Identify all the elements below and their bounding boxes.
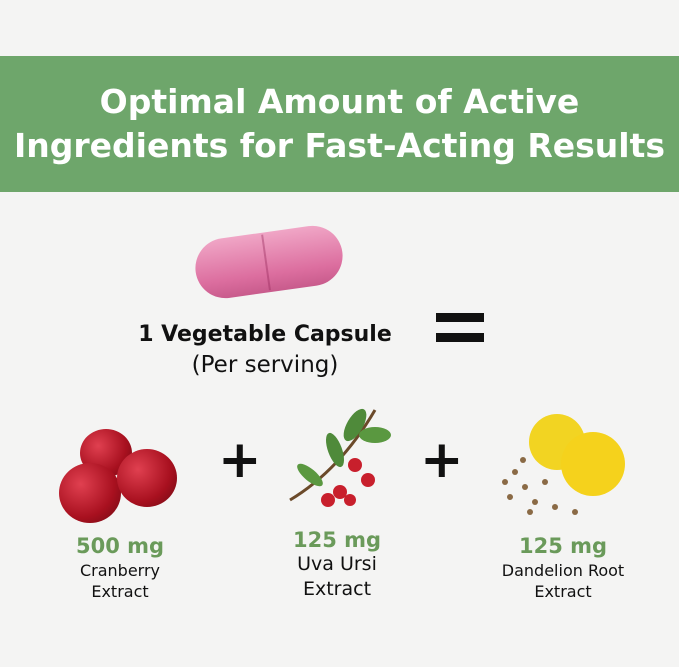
name: Cranberry: [79, 561, 161, 580]
ingredient-cranberry: 500 mg Cranberry Extract: [40, 534, 200, 602]
capsule-label: 1 Vegetable Capsule: [138, 322, 392, 347]
capsule-sublabel: (Per serving): [191, 352, 339, 378]
ingredient-dandelion: 125 mg Dandelion Root Extract: [473, 534, 653, 602]
cranberry-icon: [55, 425, 180, 525]
dandelion-icon: [502, 414, 625, 515]
name: Extract: [91, 582, 149, 601]
plus-icon: +: [218, 430, 262, 490]
amount: 500 mg: [75, 534, 165, 558]
name: Extract: [302, 578, 372, 600]
headline-line-1: Optimal Amount of Active: [99, 82, 580, 121]
amount: 125 mg: [518, 534, 608, 558]
name: Extract: [534, 582, 592, 601]
capsule-image: [191, 221, 347, 303]
ingredient-uva-ursi: 125 mg Uva Ursi Extract: [257, 528, 417, 602]
uva-ursi-icon: [289, 408, 391, 507]
amount: 125 mg: [292, 528, 382, 552]
equals-icon: [436, 313, 484, 353]
headline-line-2: Ingredients for Fast-Acting Results: [14, 126, 665, 165]
name: Dandelion Root: [501, 561, 625, 580]
name: Uva Ursi: [297, 553, 377, 575]
plus-icon: +: [420, 430, 464, 490]
headline-banner: Optimal Amount of Active Ingredients for…: [0, 56, 679, 192]
